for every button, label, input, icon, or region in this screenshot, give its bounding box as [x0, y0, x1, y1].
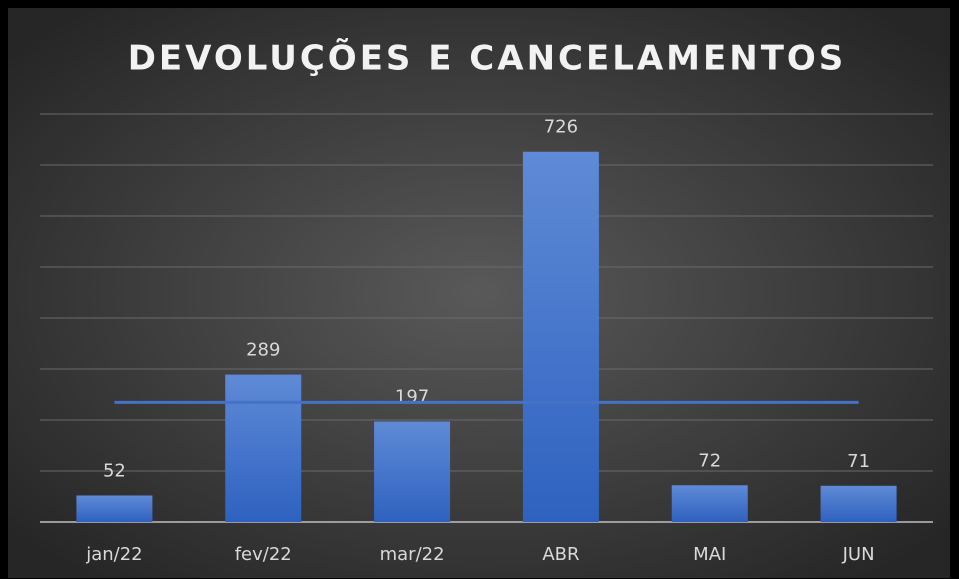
bar: [671, 485, 748, 522]
data-label: 197: [395, 387, 429, 408]
x-tick-label: MAI: [693, 544, 726, 565]
bar: [522, 151, 599, 523]
x-tick-label: ABR: [542, 544, 579, 565]
bar: [76, 495, 153, 522]
data-label: 289: [246, 340, 280, 361]
data-label: 71: [847, 451, 870, 472]
bar: [374, 421, 451, 522]
x-tick-label: mar/22: [380, 544, 445, 565]
data-label: 726: [544, 117, 578, 138]
chart-background: [8, 8, 950, 578]
data-label: 52: [103, 460, 126, 481]
x-tick-label: jan/22: [85, 544, 142, 565]
bar: [820, 485, 897, 522]
x-tick-label: fev/22: [235, 544, 292, 565]
chart-title: DEVOLUÇÕES E CANCELAMENTOS: [128, 38, 847, 79]
bar: [225, 374, 302, 522]
x-tick-label: JUN: [842, 544, 875, 565]
data-label: 72: [698, 450, 721, 471]
